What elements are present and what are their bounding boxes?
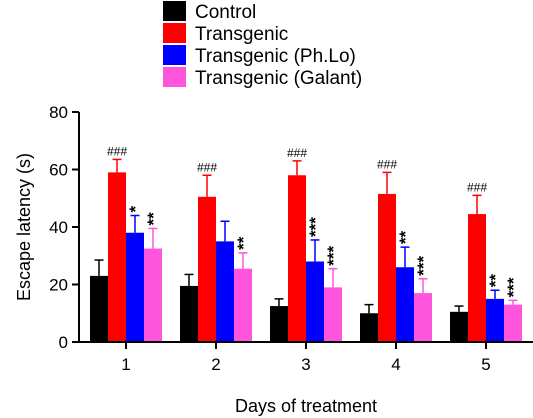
bar [396,267,414,342]
bar [306,261,324,342]
bar [486,298,504,342]
x-ticks: 1 2 3 4 5 [121,342,491,374]
y-tick-label: 80 [49,103,68,122]
significance-label: ** [396,231,415,245]
bar [324,287,342,342]
x-tick-label: 3 [301,355,310,374]
plot-area: ###############********************* [90,144,523,342]
legend-label: Transgenic [195,24,288,45]
legend-label: Control [195,2,256,23]
y-tick-label: 60 [49,161,68,180]
legend-item: Transgenic (Ph.Lo) [163,45,356,67]
legend-swatch [163,67,186,87]
y-tick-label: 40 [49,218,68,237]
x-tick-label: 2 [211,355,220,374]
significance-label: ### [197,160,217,174]
series-control [90,259,468,342]
bar [216,241,234,342]
legend-swatch [163,45,186,65]
legend-label: Transgenic (Galant) [195,68,362,89]
significance-label: ** [486,274,505,288]
bar [414,293,432,342]
y-axis-title: Escape latency (s) [14,153,34,301]
x-tick-label: 5 [481,355,490,374]
significance-label: ** [234,236,253,250]
bar [90,275,108,342]
legend-swatch [163,23,186,43]
axes: 0 20 40 60 80 1 2 3 4 5 Escape latency (s) Days … [14,103,533,416]
series-transgenic: ### ### ### ### ### [107,144,487,342]
bar [144,248,162,342]
x-tick-label: 1 [121,355,130,374]
bar [126,232,144,342]
y-tick-label: 0 [59,333,68,352]
series-transgenic-galant: ************* [144,212,523,342]
x-axis-title: Days of treatment [235,396,377,416]
legend-item: Transgenic (Galant) [163,67,362,89]
significance-label: *** [324,245,343,265]
legend-label: Transgenic (Ph.Lo) [195,46,356,67]
significance-label: * [126,206,145,213]
significance-label: ### [377,157,397,171]
legend-swatch [163,1,186,21]
bar [504,304,522,342]
x-tick-label: 4 [391,355,400,374]
bar [288,175,306,342]
significance-label: *** [306,217,325,237]
bar [180,285,198,342]
significance-label: ### [107,144,127,158]
legend-item: Control [163,1,256,23]
bar [450,311,468,342]
bar [234,268,252,342]
significance-label: *** [504,277,523,297]
significance-label: ### [467,180,487,194]
bar [198,196,216,342]
legend-item: Transgenic [163,23,288,45]
bar [468,214,486,342]
significance-label: ### [287,146,307,160]
significance-label: ** [144,212,163,226]
significance-label: *** [414,256,433,276]
series-transgenic-ph-lo: ******** [126,206,505,342]
y-ticks: 0 20 40 60 80 [49,103,79,352]
bar [270,306,288,342]
bar [108,172,126,342]
y-tick-label: 20 [49,276,68,295]
bar [360,313,378,342]
bar [378,193,396,342]
